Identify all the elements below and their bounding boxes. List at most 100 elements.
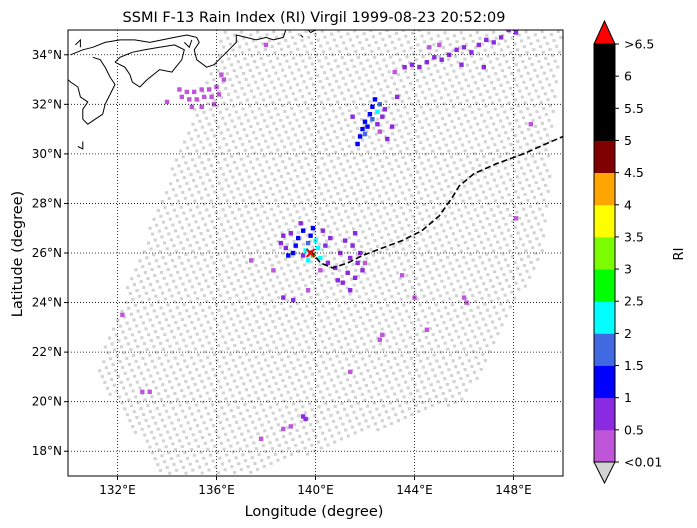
swath-sample: [276, 458, 280, 462]
swath-sample: [511, 128, 515, 132]
swath-sample: [432, 134, 436, 138]
swath-sample: [254, 45, 258, 49]
swath-sample: [523, 228, 527, 232]
swath-sample: [466, 374, 470, 377]
swath-sample: [476, 305, 480, 309]
swath-sample: [248, 196, 252, 200]
swath-sample: [449, 190, 453, 194]
swath-sample: [360, 118, 364, 121]
swath-sample: [271, 101, 275, 105]
swath-sample: [183, 232, 187, 236]
swath-sample: [263, 302, 267, 306]
swath-sample: [484, 288, 488, 291]
swath-sample: [442, 102, 446, 106]
swath-sample: [181, 282, 185, 286]
swath-sample: [192, 397, 196, 401]
swath-sample: [246, 154, 250, 158]
swath-sample: [239, 157, 243, 161]
rain-pixel: [298, 221, 303, 226]
swath-sample: [511, 219, 515, 223]
swath-sample: [376, 117, 380, 121]
swath-sample: [184, 217, 189, 221]
swath-sample: [201, 217, 205, 221]
swath-sample: [338, 416, 342, 420]
swath-sample: [428, 143, 432, 147]
swath-sample: [247, 210, 251, 214]
swath-sample: [258, 163, 262, 167]
swath-sample: [390, 76, 394, 80]
swath-sample: [254, 228, 259, 232]
swath-sample: [283, 237, 287, 241]
swath-sample: [459, 377, 463, 380]
swath-sample: [435, 267, 439, 271]
swath-sample: [148, 410, 152, 413]
swath-sample: [315, 145, 319, 149]
swath-sample: [540, 157, 544, 161]
swath-sample: [335, 390, 339, 394]
swath-sample: [333, 440, 337, 444]
swath-sample: [262, 62, 266, 66]
swath-sample: [336, 100, 340, 104]
swath-sample: [191, 158, 195, 162]
swath-sample: [206, 447, 210, 451]
swath-sample: [320, 156, 324, 160]
swath-sample: [282, 89, 286, 93]
swath-sample: [456, 371, 460, 375]
swath-sample: [327, 62, 331, 66]
swath-sample: [335, 227, 339, 231]
rain-pixel: [424, 60, 430, 65]
swath-sample: [420, 288, 424, 292]
rain-pixel: [340, 280, 345, 285]
swath-sample: [292, 275, 296, 279]
swath-sample: [475, 341, 480, 345]
swath-sample: [500, 69, 505, 73]
swath-sample: [468, 105, 472, 108]
swath-sample: [326, 351, 330, 355]
swath-sample: [225, 453, 229, 457]
swath-sample: [548, 139, 552, 143]
rain-pixel: [194, 97, 199, 102]
swath-sample: [220, 60, 224, 64]
swath-sample: [263, 393, 267, 397]
rain-pixel: [464, 300, 469, 305]
swath-sample: [543, 219, 547, 223]
swath-sample: [342, 351, 346, 355]
swath-sample: [339, 437, 344, 441]
swath-sample: [284, 441, 288, 444]
swath-sample: [189, 264, 193, 268]
swath-sample: [355, 35, 359, 39]
swath-sample: [243, 184, 247, 188]
swath-sample: [250, 54, 254, 58]
swath-sample: [270, 299, 274, 303]
swath-sample: [444, 397, 448, 401]
swath-sample: [440, 188, 444, 191]
swath-sample: [272, 249, 276, 252]
swath-sample: [314, 124, 318, 128]
swath-sample: [298, 216, 302, 220]
swath-sample: [316, 165, 320, 169]
swath-sample: [299, 236, 303, 240]
swath-sample: [186, 167, 190, 171]
swath-sample: [270, 136, 274, 140]
swath-sample: [502, 146, 506, 149]
swath-sample: [353, 304, 357, 308]
swath-sample: [276, 113, 280, 116]
swath-sample: [263, 83, 267, 87]
rain-pixel: [278, 240, 283, 246]
swath-sample: [314, 216, 318, 219]
swath-sample: [268, 349, 272, 353]
swath-sample: [490, 137, 494, 141]
swath-sample: [224, 87, 228, 90]
swath-sample: [392, 336, 396, 340]
swath-sample: [200, 288, 204, 292]
swath-sample: [324, 183, 328, 187]
swath-sample: [126, 377, 130, 381]
swath-sample: [476, 51, 480, 55]
swath-sample: [232, 415, 236, 418]
swath-sample: [165, 466, 169, 469]
swath-sample: [399, 170, 404, 174]
swath-sample: [312, 266, 316, 270]
swath-sample: [324, 91, 328, 95]
swath-sample: [467, 48, 471, 52]
swath-sample: [523, 193, 527, 196]
